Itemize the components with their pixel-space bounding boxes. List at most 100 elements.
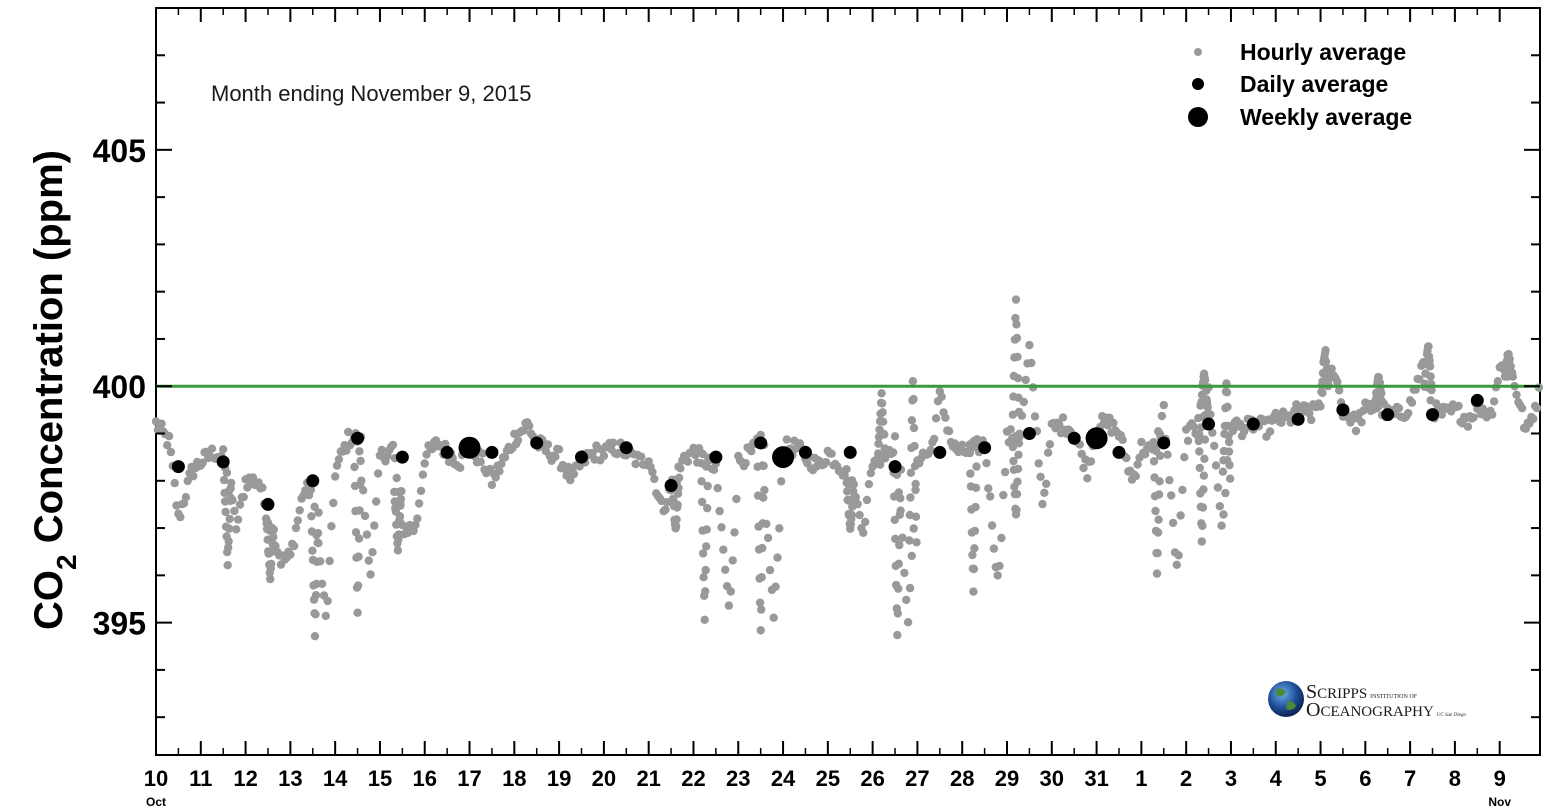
hourly-point xyxy=(569,469,579,479)
hourly-point xyxy=(937,392,946,401)
daily-point xyxy=(575,450,589,464)
hourly-point xyxy=(926,445,935,455)
hourly-dip-point xyxy=(356,456,365,466)
hourly-point xyxy=(1333,377,1342,387)
x-tick-label: 27 xyxy=(905,766,929,791)
x-tick-label: 12 xyxy=(233,766,257,791)
hourly-dip-point xyxy=(226,496,235,506)
x-tick-label: 17 xyxy=(457,766,481,791)
hourly-dip-point xyxy=(307,512,316,521)
hourly-point xyxy=(170,478,179,488)
hourly-dip-point xyxy=(1154,515,1163,524)
x-tick-label: 19 xyxy=(547,766,571,791)
hourly-point xyxy=(889,448,898,457)
hourly-point xyxy=(1305,409,1314,418)
x-tick-label: 8 xyxy=(1449,766,1461,791)
hourly-point xyxy=(388,440,398,450)
x-tick-label: 7 xyxy=(1404,766,1416,791)
y-axis-ticks xyxy=(156,7,1540,719)
hourly-peak-point xyxy=(877,389,886,398)
hourly-dip-point xyxy=(759,461,768,471)
hourly-point xyxy=(519,426,528,435)
hourly-dip-point xyxy=(225,514,234,524)
hourly-point xyxy=(543,440,553,449)
hourly-point xyxy=(166,447,176,457)
hourly-dip-point xyxy=(266,574,275,584)
hourly-dip-point xyxy=(220,488,229,498)
hourly-dip-point xyxy=(696,459,706,468)
hourly-point xyxy=(1034,459,1043,468)
hourly-point xyxy=(984,484,993,493)
hourly-dip-point xyxy=(221,507,230,517)
hourly-point xyxy=(355,447,364,456)
hourly-point xyxy=(840,471,849,480)
hourly-point xyxy=(1167,491,1176,500)
hourly-dip-point xyxy=(1009,456,1018,466)
hourly-peak-point xyxy=(1203,403,1212,412)
hourly-point xyxy=(1221,488,1230,498)
hourly-dip-point xyxy=(758,543,767,553)
hourly-dip-point xyxy=(896,494,905,503)
hourly-dip-point xyxy=(1014,450,1023,459)
hourly-point xyxy=(1131,472,1141,481)
daily-point xyxy=(1426,408,1440,422)
hourly-dip-point xyxy=(1194,413,1203,423)
hourly-point xyxy=(911,479,920,489)
hourly-peak-point xyxy=(1014,407,1024,417)
hourly-peak-point xyxy=(1015,429,1024,438)
hourly-peak-point xyxy=(909,394,918,404)
hourly-dip-point xyxy=(269,532,278,542)
hourly-point xyxy=(331,472,340,481)
logo-line-1: SCRIPPS INSTITUTION OF xyxy=(1306,681,1418,703)
hourly-dip-point xyxy=(756,626,765,635)
daily-point xyxy=(1022,427,1036,441)
y-tick-label: 395 xyxy=(93,606,146,642)
hourly-point xyxy=(1213,483,1223,492)
hourly-peak-point xyxy=(1011,295,1021,304)
hourly-peak-point xyxy=(1375,378,1385,387)
hourly-dip-point xyxy=(701,565,710,575)
hourly-dip-point xyxy=(1195,463,1205,473)
hourly-dip-point xyxy=(671,522,681,531)
hourly-point xyxy=(1529,414,1538,423)
daily-point xyxy=(530,436,544,450)
hourly-point xyxy=(1463,422,1473,431)
hourly-point xyxy=(771,582,780,591)
daily-point xyxy=(351,431,365,445)
hourly-point xyxy=(329,498,338,508)
x-tick-label: 1 xyxy=(1135,766,1147,791)
hourly-point xyxy=(713,483,722,493)
hourly-point xyxy=(859,528,868,537)
hourly-point xyxy=(1493,377,1503,386)
y-axis-tick-labels: 395 400 405 xyxy=(93,133,146,642)
hourly-point xyxy=(1163,450,1172,459)
hourly-dip-point xyxy=(972,462,981,471)
hourly-dip-point xyxy=(893,630,902,640)
hourly-dip-point xyxy=(310,632,320,641)
hourly-point xyxy=(368,548,377,557)
daily-point xyxy=(216,455,230,469)
hourly-dip-point xyxy=(312,557,322,566)
hourly-dip-point xyxy=(849,480,858,489)
x-tick-label: 29 xyxy=(995,766,1019,791)
hourly-dip-point xyxy=(673,500,682,510)
hourly-dip-point xyxy=(1012,489,1022,499)
hourly-point xyxy=(413,514,422,523)
hourly-point xyxy=(222,468,232,477)
hourly-dip-point xyxy=(895,510,904,519)
x-tick-label: 16 xyxy=(412,766,436,791)
hourly-point xyxy=(293,516,302,525)
hourly-peak-point xyxy=(910,441,919,451)
hourly-dip-point xyxy=(842,478,851,487)
hourly-dip-point xyxy=(759,493,768,502)
hourly-point xyxy=(1517,404,1527,413)
hourly-dip-point xyxy=(1149,457,1159,466)
legend-marker-hourly xyxy=(1194,48,1202,56)
hourly-point xyxy=(1178,485,1187,495)
hourly-peak-point xyxy=(1223,421,1233,431)
hourly-peak-point xyxy=(881,454,890,463)
hourly-dip-point xyxy=(224,537,233,546)
hourly-dip-point xyxy=(966,469,975,478)
hourly-dip-point xyxy=(891,534,900,543)
hourly-point xyxy=(1055,420,1064,429)
